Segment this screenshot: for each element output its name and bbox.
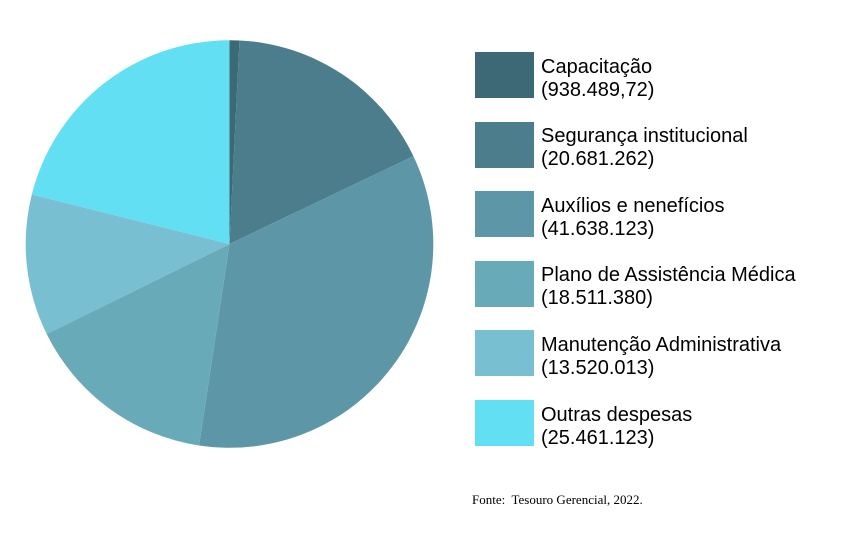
legend-label: Plano de Assistência Médica xyxy=(541,264,796,287)
pie-slice-4 xyxy=(46,244,230,446)
legend-swatch xyxy=(475,191,534,238)
legend-swatch xyxy=(475,52,534,98)
legend-swatch xyxy=(475,330,534,377)
legend-swatch xyxy=(475,400,534,446)
legend-value: (20.681.262) xyxy=(541,148,655,171)
legend-value: (25.461.123) xyxy=(541,426,655,449)
legend-value: (13.520.013) xyxy=(541,356,655,379)
legend-value: (18.511.380) xyxy=(541,287,653,310)
legend-label: Outras despesas xyxy=(541,403,693,426)
pie-slice-1 xyxy=(229,40,240,245)
legend-label: Manutenção Administrativa xyxy=(541,333,782,356)
legend-item: Manutenção Administrativa (13.520.013) xyxy=(475,330,855,392)
legend-swatch xyxy=(475,121,534,168)
pie-slice-3 xyxy=(199,156,434,448)
legend-label: Capacitação xyxy=(541,55,653,78)
legend-label: Segurança institucional xyxy=(541,125,748,148)
legend-item: Outras despesas (25.461.123) xyxy=(475,400,855,462)
legend-label: Auxílios e nenefícios xyxy=(541,194,725,217)
legend-item: Plano de Assistência Médica (18.511.380) xyxy=(475,260,855,323)
legend-item: Segurança institucional (20.681.262) xyxy=(475,121,855,184)
legend-item: Capacitação (938.489,72) xyxy=(475,52,855,114)
legend-value: (938.489,72) xyxy=(541,78,655,101)
legend: Capacitação (938.489,72) Segurança institu… xyxy=(475,0,855,460)
legend-swatch xyxy=(475,260,534,307)
legend-item: Auxílios e nenefícios (41.638.123) xyxy=(475,191,855,253)
pie-slice-6 xyxy=(31,40,230,245)
source-note: Fonte: Tesouro Gerencial, 2022. xyxy=(472,492,643,507)
pie-slice-2 xyxy=(229,40,414,245)
pie-slice-5 xyxy=(25,194,230,335)
legend-value: (41.638.123) xyxy=(541,217,655,240)
